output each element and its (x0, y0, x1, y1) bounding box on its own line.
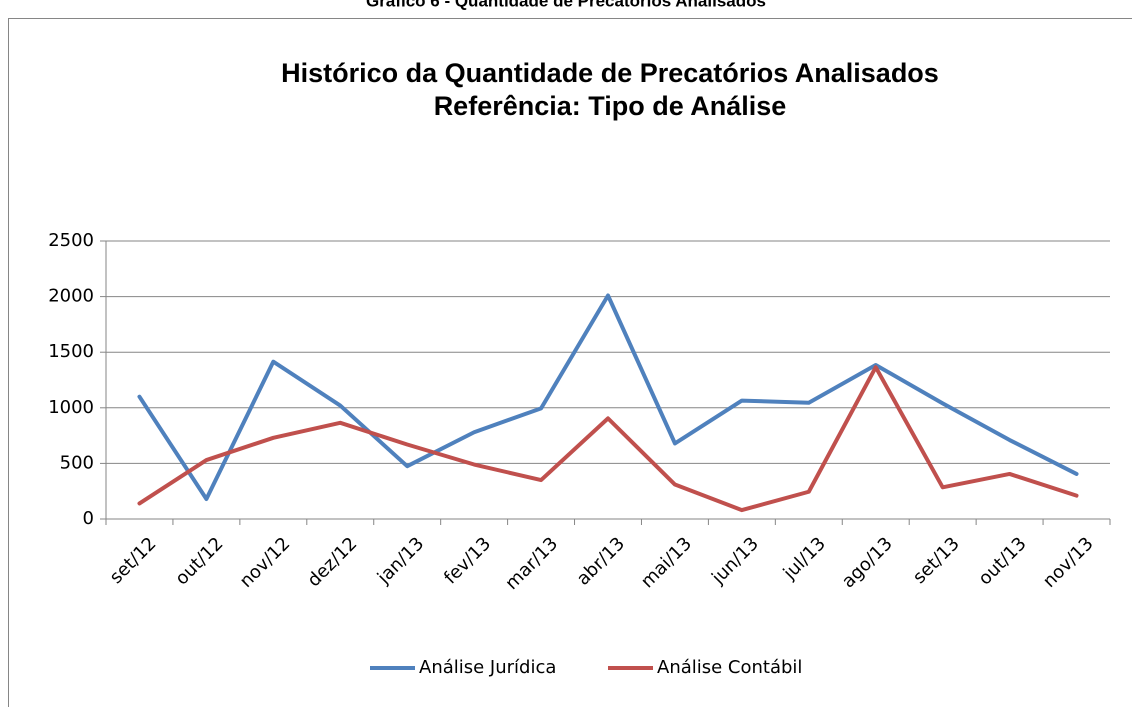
x-tick-label: fev/13 (440, 533, 495, 588)
caption: Gráfico 6 - Quantidade de Precatórios An… (366, 0, 766, 10)
x-tick-label: ago/13 (838, 533, 897, 592)
legend-label: Análise Contábil (657, 657, 802, 678)
y-tick-label: 2000 (48, 286, 94, 307)
legend-label: Análise Jurídica (419, 657, 556, 678)
x-tick-label: jan/13 (373, 533, 428, 588)
y-tick-label: 500 (60, 452, 94, 473)
series-line (139, 367, 1076, 510)
x-tick-label: jul/13 (779, 533, 830, 584)
y-tick-label: 2500 (48, 230, 94, 251)
x-tick-label: dez/12 (303, 533, 361, 591)
x-tick-label: set/12 (106, 533, 161, 588)
chart-subtitle: Referência: Tipo de Análise (434, 91, 787, 121)
series-line (139, 295, 1076, 498)
x-tick-label: mar/13 (501, 533, 562, 594)
x-tick-label: abr/13 (573, 533, 629, 589)
y-tick-label: 0 (83, 508, 94, 529)
x-tick-label: set/13 (909, 533, 964, 588)
x-tick-label: mai/13 (637, 533, 696, 592)
chart-title: Histórico da Quantidade de Precatórios A… (281, 58, 939, 88)
y-tick-label: 1500 (48, 341, 94, 362)
x-tick-label: jun/13 (707, 533, 763, 589)
x-tick-label: nov/13 (1039, 533, 1098, 592)
x-tick-label: nov/12 (236, 533, 295, 592)
x-tick-label: out/12 (171, 533, 227, 589)
y-tick-label: 1000 (48, 397, 94, 418)
x-tick-label: out/13 (974, 533, 1030, 589)
